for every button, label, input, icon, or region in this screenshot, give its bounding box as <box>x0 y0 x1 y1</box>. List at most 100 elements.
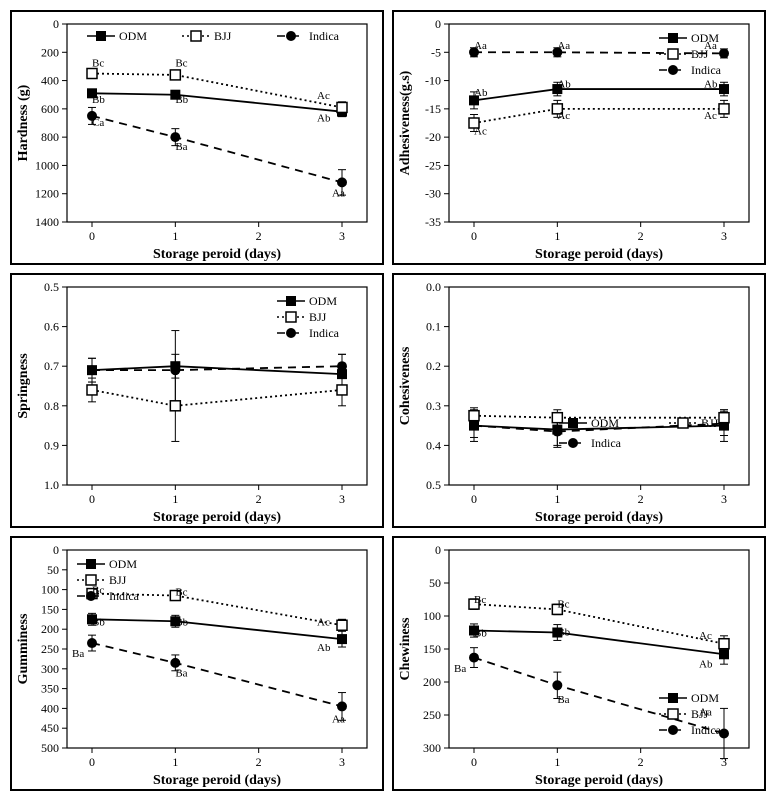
svg-text:ODM: ODM <box>109 557 137 571</box>
y-axis-label: Adhesiveness(g.s) <box>398 70 413 175</box>
chart-panel: 02004006008001000120014000123Storage per… <box>12 12 382 263</box>
svg-text:150: 150 <box>41 602 59 616</box>
series-line-BJJ <box>92 74 342 108</box>
data-annotation: Ac <box>474 125 487 137</box>
series-line-BJJ <box>92 390 342 406</box>
data-annotation: Bb <box>92 94 105 106</box>
svg-text:0.5: 0.5 <box>426 478 441 492</box>
svg-text:0.2: 0.2 <box>426 359 441 373</box>
svg-text:BJJ: BJJ <box>214 29 232 43</box>
svg-text:250: 250 <box>423 708 441 722</box>
series-line-Indica <box>92 116 342 182</box>
chart-panel: 0501001502002503003504004505000123Storag… <box>12 538 382 789</box>
svg-text:1: 1 <box>172 229 178 243</box>
data-annotation: Ab <box>474 87 488 99</box>
x-axis-label: Storage peroid (days) <box>535 510 663 525</box>
svg-text:200: 200 <box>41 622 59 636</box>
data-annotation: Ab <box>699 658 713 670</box>
data-annotation: Ac <box>704 110 717 122</box>
y-axis-label: Springness <box>16 353 31 419</box>
svg-text:450: 450 <box>41 721 59 735</box>
svg-text:300: 300 <box>41 662 59 676</box>
svg-text:BJJ: BJJ <box>691 47 709 61</box>
chart-panel: 0-5-10-15-20-25-30-350123Storage peroid … <box>394 12 764 263</box>
svg-text:ODM: ODM <box>691 31 719 45</box>
svg-text:Indica: Indica <box>309 326 340 340</box>
svg-text:3: 3 <box>721 492 727 506</box>
svg-text:100: 100 <box>423 609 441 623</box>
data-annotation: Aa <box>332 713 345 725</box>
data-annotation: Bc <box>92 57 104 69</box>
chart-panel: 0.00.10.20.30.40.50123Storage peroid (da… <box>394 275 764 526</box>
panel-cohesiveness: 0.00.10.20.30.40.50123Storage peroid (da… <box>392 273 766 528</box>
svg-text:BJJ: BJJ <box>309 310 327 324</box>
legend: ODMBJJIndica <box>77 557 140 603</box>
svg-text:1000: 1000 <box>35 158 59 172</box>
svg-text:-25: -25 <box>425 158 441 172</box>
svg-text:0: 0 <box>89 492 95 506</box>
svg-text:0: 0 <box>89 755 95 769</box>
svg-text:2: 2 <box>638 229 644 243</box>
svg-text:2: 2 <box>256 492 262 506</box>
svg-text:ODM: ODM <box>119 29 147 43</box>
svg-text:-10: -10 <box>425 74 441 88</box>
svg-text:0: 0 <box>471 755 477 769</box>
svg-text:500: 500 <box>41 741 59 755</box>
y-axis-label: Cohesiveness <box>398 346 413 425</box>
data-annotation: Bc <box>175 587 187 599</box>
legend: ODMBJJIndica <box>277 294 340 340</box>
y-axis-label: Chewiness <box>398 617 413 681</box>
svg-text:300: 300 <box>423 741 441 755</box>
svg-text:0.3: 0.3 <box>426 399 441 413</box>
data-annotation: Ba <box>454 663 466 675</box>
svg-text:-20: -20 <box>425 130 441 144</box>
svg-text:0.8: 0.8 <box>44 399 59 413</box>
svg-text:0.0: 0.0 <box>426 280 441 294</box>
svg-text:0.4: 0.4 <box>426 438 441 452</box>
svg-text:0.1: 0.1 <box>426 320 441 334</box>
svg-text:1200: 1200 <box>35 187 59 201</box>
panel-adhesiveness-g-s-: 0-5-10-15-20-25-30-350123Storage peroid … <box>392 10 766 265</box>
svg-text:0: 0 <box>53 17 59 31</box>
svg-text:100: 100 <box>41 583 59 597</box>
svg-text:1: 1 <box>172 492 178 506</box>
svg-text:400: 400 <box>41 74 59 88</box>
svg-text:2: 2 <box>638 492 644 506</box>
chart-panel: 0501001502002503000123Storage peroid (da… <box>394 538 764 789</box>
data-annotation: Ba <box>557 694 569 706</box>
data-annotation: Aa <box>332 188 345 200</box>
data-annotation: Ba <box>175 141 187 153</box>
svg-text:2: 2 <box>256 229 262 243</box>
svg-text:3: 3 <box>721 229 727 243</box>
svg-text:1: 1 <box>554 755 560 769</box>
legend: ODM BJJ Indica <box>559 416 719 450</box>
svg-text:ODM: ODM <box>591 416 619 430</box>
svg-text:-30: -30 <box>425 187 441 201</box>
svg-text:0: 0 <box>435 17 441 31</box>
data-annotation: Ab <box>704 79 718 91</box>
panel-chewiness: 0501001502002503000123Storage peroid (da… <box>392 536 766 791</box>
data-annotation: Ab <box>317 113 331 125</box>
svg-text:Indica: Indica <box>591 436 622 450</box>
svg-text:3: 3 <box>339 492 345 506</box>
data-annotation: Bb <box>474 628 487 640</box>
chart-grid: 02004006008001000120014000123Storage per… <box>10 10 758 783</box>
svg-text:BJJ: BJJ <box>701 416 719 430</box>
svg-text:800: 800 <box>41 130 59 144</box>
legend: ODMBJJIndica <box>659 691 722 737</box>
data-annotation: Ba <box>175 668 187 680</box>
svg-text:1.0: 1.0 <box>44 478 59 492</box>
svg-text:0.7: 0.7 <box>44 359 59 373</box>
svg-text:0: 0 <box>89 229 95 243</box>
svg-text:1: 1 <box>554 492 560 506</box>
x-axis-label: Storage peroid (days) <box>153 247 281 262</box>
panel-gumminess: 0501001502002503003504004505000123Storag… <box>10 536 384 791</box>
svg-text:-35: -35 <box>425 215 441 229</box>
data-annotation: Bb <box>175 94 188 106</box>
y-axis-label: Gumminess <box>16 613 31 684</box>
data-annotation: Ac <box>317 90 330 102</box>
series-line-BJJ <box>474 109 724 123</box>
panel-hardness-g-: 02004006008001000120014000123Storage per… <box>10 10 384 265</box>
svg-text:400: 400 <box>41 701 59 715</box>
svg-text:Indica: Indica <box>691 63 722 77</box>
